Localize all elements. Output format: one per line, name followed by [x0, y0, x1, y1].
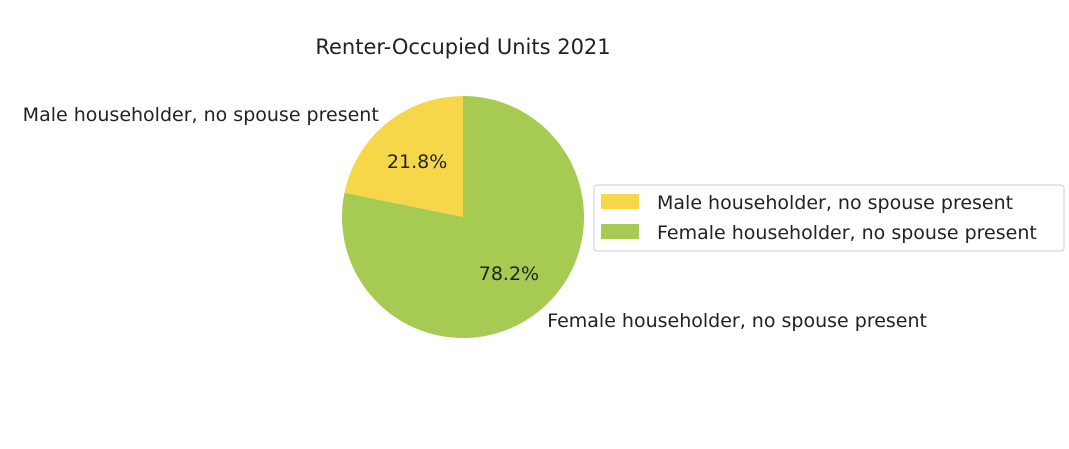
chart-title: Renter-Occupied Units 2021: [315, 35, 610, 59]
pie-slice-1: [342, 96, 584, 338]
pie-percent-label-1: 78.2%: [479, 263, 539, 285]
pie-percent-label-0: 21.8%: [387, 151, 447, 173]
pie-percent-labels: 21.8% 78.2%: [387, 151, 539, 285]
legend: Male householder, no spouse present Fema…: [593, 184, 1065, 252]
legend-label-male: Male householder, no spouse present: [657, 192, 1013, 214]
pie-outer-label-1: Female householder, no spouse present: [547, 310, 927, 332]
pie-outer-labels: Male householder, no spouse present Femal…: [23, 104, 927, 332]
legend-label-female: Female householder, no spouse present: [657, 222, 1037, 244]
legend-swatch-male: [601, 194, 639, 209]
legend-frame: [593, 184, 1065, 252]
legend-swatch-female: [601, 224, 639, 239]
pie-slices: [342, 96, 584, 338]
pie-outer-label-0: Male householder, no spouse present: [23, 104, 379, 126]
pie-slice-0: [344, 96, 463, 217]
